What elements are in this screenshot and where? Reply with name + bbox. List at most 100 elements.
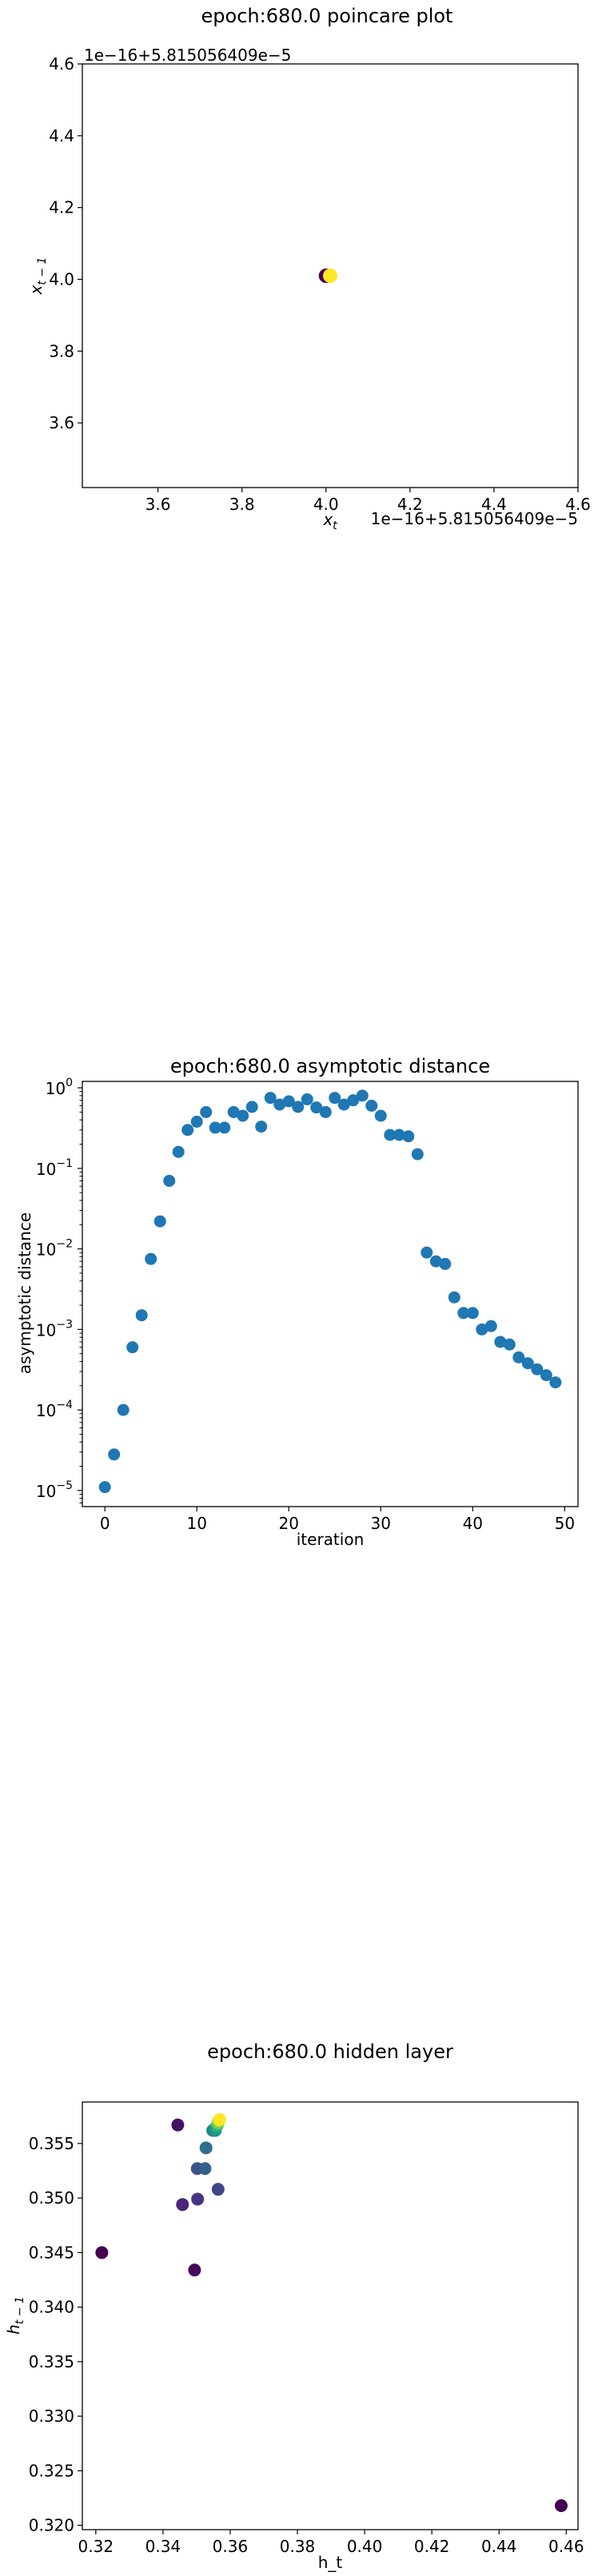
poincare-point	[323, 269, 337, 283]
asymptotic-point	[319, 1105, 332, 1118]
hidden-y-tick-label: 0.350	[29, 2188, 74, 2208]
poincare-chart: epoch:680.0 poincare plot 1e−16+5.815056…	[26, 5, 591, 532]
asymptotic-point	[181, 1124, 194, 1137]
asymptotic-point	[310, 1101, 323, 1114]
asymptotic-point	[531, 1363, 544, 1376]
asymptotic-point	[503, 1338, 516, 1351]
asymptotic-point	[365, 1099, 378, 1112]
asymptotic-y-axis-label: asymptotic distance	[15, 1212, 34, 1374]
hidden-y-tick-label: 0.340	[29, 2298, 74, 2317]
hidden-x-tick-label: 0.38	[280, 2537, 316, 2556]
asymptotic-point	[421, 1246, 433, 1259]
asymptotic-title: epoch:680.0 asymptotic distance	[170, 1055, 490, 1077]
asymptotic-point	[337, 1098, 350, 1111]
asymptotic-point	[356, 1089, 369, 1102]
poincare-x-tick-label: 4.0	[313, 495, 339, 514]
hidden-point	[211, 2183, 225, 2196]
hidden-title: epoch:680.0 hidden layer	[207, 2040, 453, 2063]
hidden-point	[554, 2498, 568, 2512]
asymptotic-x-tick-label: 0	[100, 1514, 110, 1533]
asymptotic-point	[218, 1121, 231, 1134]
hidden-point	[188, 2263, 201, 2277]
poincare-x-tick-label: 4.4	[481, 495, 507, 514]
asymptotic-point	[512, 1351, 525, 1364]
asymptotic-point	[273, 1098, 286, 1111]
hidden-y-axis-label: ht − 1	[4, 2296, 26, 2335]
asymptotic-distance-chart: epoch:680.0 asymptotic distance 0 10 20 30 4…	[15, 1055, 579, 1549]
poincare-x-axis-label: xt	[322, 510, 337, 532]
asymptotic-y-tick-label: 100	[46, 1077, 73, 1098]
poincare-y-tick-label: 4.0	[49, 269, 74, 289]
asymptotic-point	[108, 1448, 121, 1461]
asymptotic-point	[190, 1115, 203, 1128]
asymptotic-point	[429, 1255, 442, 1268]
hidden-y-tick-label: 0.320	[29, 2516, 74, 2535]
asymptotic-x-tick-label: 50	[555, 1514, 575, 1533]
asymptotic-plot-area: 0 10 20 30 40 50 10−5 10−4 10−3 10−2 10−1 100	[36, 1077, 575, 1533]
asymptotic-point	[393, 1129, 405, 1141]
asymptotic-point	[494, 1336, 507, 1348]
asymptotic-point	[292, 1101, 305, 1113]
asymptotic-point	[521, 1357, 534, 1370]
asymptotic-point	[145, 1252, 157, 1265]
poincare-title: epoch:680.0 poincare plot	[201, 5, 453, 27]
poincare-y-tick-label: 4.4	[49, 126, 74, 145]
asymptotic-point	[227, 1105, 240, 1118]
poincare-y-tick-label: 4.2	[49, 198, 74, 217]
asymptotic-point	[172, 1145, 185, 1158]
asymptotic-point	[540, 1369, 552, 1382]
asymptotic-point	[466, 1307, 479, 1320]
asymptotic-y-tick-label: 10−5	[36, 1479, 73, 1501]
asymptotic-point	[282, 1095, 295, 1108]
hidden-x-tick-label: 0.46	[548, 2537, 584, 2556]
asymptotic-y-tick-label: 10−1	[36, 1157, 73, 1179]
hidden-point	[199, 2141, 213, 2155]
poincare-y-axis-label: xt − 1	[26, 257, 49, 296]
hidden-point	[171, 2118, 185, 2132]
asymptotic-point	[301, 1093, 313, 1105]
asymptotic-point	[374, 1109, 387, 1122]
poincare-y-offset-label: 1e−16+5.815056409e−5	[84, 46, 291, 65]
hidden-point	[191, 2192, 205, 2206]
hidden-y-tick-label: 0.355	[29, 2134, 74, 2153]
asymptotic-point	[255, 1121, 268, 1133]
asymptotic-x-tick-label: 10	[186, 1514, 206, 1533]
asymptotic-point	[237, 1109, 249, 1122]
poincare-x-tick-label: 4.6	[565, 495, 591, 514]
asymptotic-point	[448, 1291, 460, 1304]
hidden-plot-area: 0.32 0.34 0.36 0.38 0.40 0.42 0.44 0.46 0.320 0.3…	[29, 2112, 584, 2556]
hidden-y-tick-label: 0.345	[29, 2243, 74, 2262]
hidden-x-tick-label: 0.40	[347, 2537, 383, 2556]
asymptotic-point	[200, 1105, 213, 1118]
asymptotic-point	[347, 1094, 360, 1107]
hidden-x-tick-label: 0.32	[78, 2537, 114, 2556]
asymptotic-x-tick-label: 40	[463, 1514, 483, 1533]
hidden-point	[213, 2112, 226, 2126]
hidden-point	[95, 2246, 109, 2259]
poincare-y-tick-label: 3.6	[49, 413, 74, 432]
poincare-y-tick-label: 3.8	[49, 341, 74, 360]
hidden-x-tick-label: 0.42	[414, 2537, 450, 2556]
asymptotic-point	[264, 1092, 277, 1105]
asymptotic-point	[163, 1174, 176, 1187]
asymptotic-point	[135, 1309, 148, 1322]
hidden-x-tick-label: 0.34	[146, 2537, 181, 2556]
asymptotic-point	[484, 1320, 497, 1332]
hidden-x-tick-label: 0.44	[481, 2537, 517, 2556]
asymptotic-point	[439, 1257, 452, 1270]
hidden-layer-chart: epoch:680.0 hidden layer 0.32 0.34 0.36 0.3…	[4, 2040, 584, 2572]
poincare-plot-area: 3.6 3.8 4.0 4.2 4.4 4.6 3.6 3.8 4.0 4.2 4.4 4.6	[49, 54, 591, 514]
asymptotic-point	[245, 1101, 258, 1113]
asymptotic-point	[549, 1376, 562, 1389]
asymptotic-y-tick-label: 10−3	[36, 1318, 73, 1340]
asymptotic-point	[384, 1129, 397, 1141]
poincare-x-tick-label: 4.2	[397, 495, 423, 514]
poincare-y-tick-label: 4.6	[49, 54, 74, 74]
asymptotic-axes-frame	[82, 1081, 579, 1507]
asymptotic-point	[153, 1215, 166, 1228]
asymptotic-y-tick-label: 10−2	[36, 1238, 73, 1260]
hidden-point	[176, 2198, 189, 2212]
hidden-axes-frame	[82, 2101, 579, 2530]
asymptotic-point	[402, 1130, 415, 1143]
